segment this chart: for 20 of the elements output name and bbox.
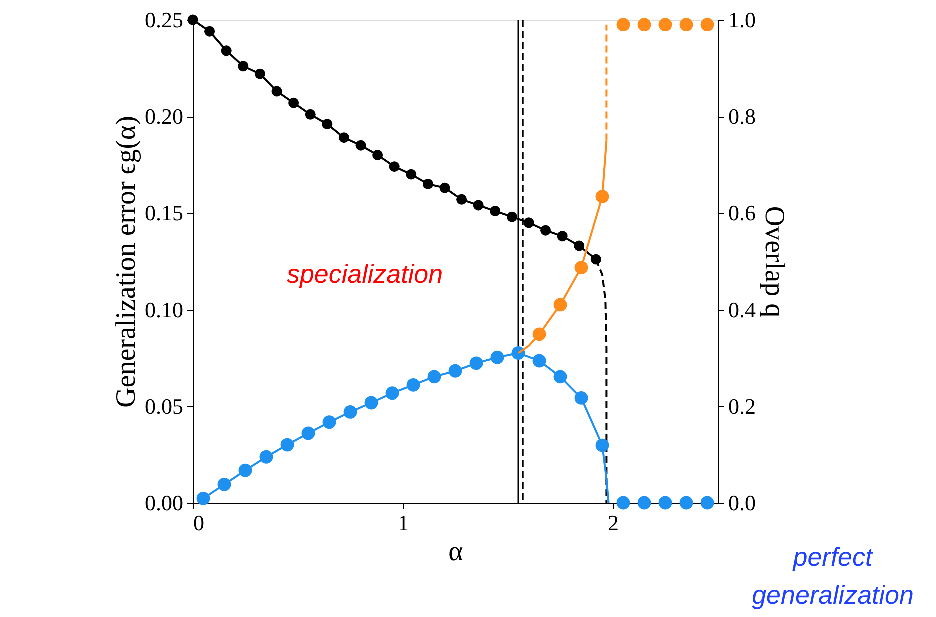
y-axis-title: Generalization error ϵg(α) <box>111 116 142 408</box>
x-tick-label: 0 <box>194 510 204 536</box>
x-axis-title: α <box>448 536 464 568</box>
x-tick-label: 2 <box>608 510 619 536</box>
y2-tick-label: 0.8 <box>728 104 756 130</box>
x-tick-label: 1 <box>398 510 409 536</box>
text: perfect generalization <box>752 542 914 610</box>
annotation: specialization <box>286 259 444 289</box>
y2-tick-label: 1.0 <box>728 8 756 32</box>
y-tick-label: 0.25 <box>145 8 184 32</box>
y-tick-label: 0.00 <box>145 490 184 516</box>
y-tick-label: 0.20 <box>145 104 184 130</box>
y2-tick-label: 0.4 <box>728 297 756 322</box>
y-tick-label: 0.10 <box>145 297 184 322</box>
y2-tick-label: 0.2 <box>728 394 756 419</box>
y-tick-label: 0.15 <box>145 200 184 226</box>
y2-axis-title: Overlap q <box>759 206 790 318</box>
y2-tick-label: 0.6 <box>728 200 756 226</box>
y-tick-label: 0.05 <box>145 394 184 419</box>
y2-tick-label: 0.0 <box>728 490 756 516</box>
